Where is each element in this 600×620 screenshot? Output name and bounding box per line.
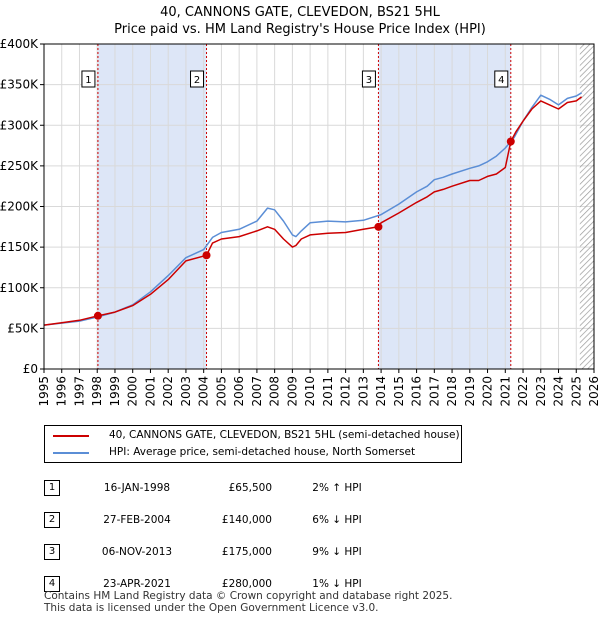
sale-label-box — [361, 70, 376, 88]
sale-label-box — [190, 70, 205, 88]
sale-point — [506, 137, 515, 146]
sale-point — [202, 251, 211, 260]
x-tick-label: 2001 — [143, 376, 157, 407]
sale-price: £140,000 — [221, 514, 272, 526]
x-tick-label: 2024 — [552, 376, 566, 407]
table-row: 3 06-NOV-2013 £175,000 9% ↓ HPI — [44, 536, 402, 568]
x-tick-label: 2003 — [179, 376, 193, 407]
price-paid-series-line — [43, 96, 583, 326]
sales-table: 1 16-JAN-1998 £65,500 2% ↑ HPI 2 27-FEB-… — [44, 472, 402, 600]
sale-hpi: 1% ↓ HPI — [312, 578, 362, 590]
chart-title: 40, CANNONS GATE, CLEVEDON, BS21 5HL Pri… — [0, 4, 600, 38]
sale-badge: 1 — [44, 480, 60, 496]
x-tick-label: 2011 — [321, 376, 335, 407]
x-tick-label: 2004 — [197, 376, 211, 407]
x-tick-label: 1999 — [108, 376, 122, 407]
sale-price: £65,500 — [228, 482, 272, 494]
sale-label-box — [81, 70, 96, 88]
sale-label-text: 2 — [194, 75, 200, 86]
price-chart: 1 2 3 4 £0 £50K £100K £150K £200K £250K £300K £350K… — [0, 37, 600, 407]
x-tick-label: 2021 — [498, 376, 512, 407]
sale-hpi: 6% ↓ HPI — [312, 514, 362, 526]
y-tick-label: £300K — [0, 118, 39, 132]
sale-hpi: 2% ↑ HPI — [312, 482, 362, 494]
x-tick-label: 2015 — [392, 376, 406, 407]
x-tick-label: 2005 — [214, 376, 228, 407]
y-tick-label: £150K — [0, 240, 39, 254]
x-tick-label: 1998 — [90, 376, 104, 407]
sale-point — [374, 222, 383, 231]
x-tick-label: 2008 — [268, 376, 282, 407]
sale-badge: 3 — [44, 544, 60, 560]
x-tick-label: 2010 — [303, 376, 317, 407]
x-tick-label: 2023 — [534, 376, 548, 407]
sale-point — [93, 311, 102, 320]
x-tick-label: 2017 — [427, 376, 441, 407]
x-tick-label: 1997 — [72, 376, 86, 407]
sale-label-text: 1 — [85, 75, 91, 86]
sale-price: £175,000 — [221, 546, 272, 558]
x-tick-label: 2012 — [339, 376, 353, 407]
sale-date: 27-FEB-2004 — [103, 514, 171, 526]
x-tick-label: 2009 — [285, 376, 299, 407]
y-tick-label: £50K — [7, 321, 39, 335]
y-tick-label: £350K — [0, 78, 39, 92]
y-tick-label: £400K — [0, 37, 39, 51]
sale-badge: 4 — [44, 576, 60, 592]
legend: 40, CANNONS GATE, CLEVEDON, BS21 5HL (se… — [44, 425, 462, 463]
sale-date: 23-APR-2021 — [103, 578, 171, 590]
x-tick-label: 2022 — [516, 376, 530, 407]
table-row: 2 27-FEB-2004 £140,000 6% ↓ HPI — [44, 504, 402, 536]
sale-label-text: 4 — [498, 75, 504, 86]
x-tick-label: 2026 — [587, 376, 600, 407]
sale-label-box — [494, 70, 509, 88]
footer-line-2: This data is licensed under the Open Gov… — [44, 602, 379, 614]
x-tick-label: 2002 — [161, 376, 175, 407]
future-hatch — [579, 44, 594, 369]
table-row: 4 23-APR-2021 £280,000 1% ↓ HPI — [44, 568, 402, 600]
table-row: 1 16-JAN-1998 £65,500 2% ↑ HPI — [44, 472, 402, 504]
sale-date: 16-JAN-1998 — [103, 482, 171, 494]
legend-label-blue: HPI: Average price, semi-detached house,… — [109, 446, 416, 458]
x-tick-label: 1995 — [37, 376, 51, 407]
y-tick-label: £100K — [0, 281, 39, 295]
y-tick-label: £250K — [0, 159, 39, 173]
title-line-2: Price paid vs. HM Land Registry's House … — [114, 22, 486, 37]
x-tick-label: 2016 — [410, 376, 424, 407]
x-tick-label: 2006 — [232, 376, 246, 407]
sale-price: £280,000 — [221, 578, 272, 590]
title-line-1: 40, CANNONS GATE, CLEVEDON, BS21 5HL — [160, 5, 440, 20]
x-tick-label: 2000 — [126, 376, 140, 407]
sale-hpi: 9% ↓ HPI — [312, 546, 362, 558]
legend-swatch-red — [53, 435, 89, 437]
sale-label-text: 3 — [366, 75, 372, 86]
sale-badge: 2 — [44, 512, 60, 528]
sale-date: 06-NOV-2013 — [101, 546, 173, 558]
x-tick-label: 2014 — [374, 376, 388, 407]
x-tick-label: 2025 — [569, 376, 583, 407]
footer-line-1: Contains HM Land Registry data © Crown c… — [44, 590, 453, 602]
y-tick-label: £0 — [23, 362, 38, 376]
legend-label-red: 40, CANNONS GATE, CLEVEDON, BS21 5HL (se… — [109, 429, 460, 441]
x-tick-label: 2007 — [250, 376, 264, 407]
x-tick-label: 2020 — [481, 376, 495, 407]
footer: Contains HM Land Registry data © Crown c… — [44, 590, 452, 614]
x-tick-label: 2019 — [463, 376, 477, 407]
x-tick-label: 2013 — [356, 376, 370, 407]
x-tick-label: 1996 — [55, 376, 69, 407]
legend-swatch-blue — [53, 452, 89, 454]
x-tick-label: 2018 — [445, 376, 459, 407]
y-tick-label: £200K — [0, 200, 39, 214]
